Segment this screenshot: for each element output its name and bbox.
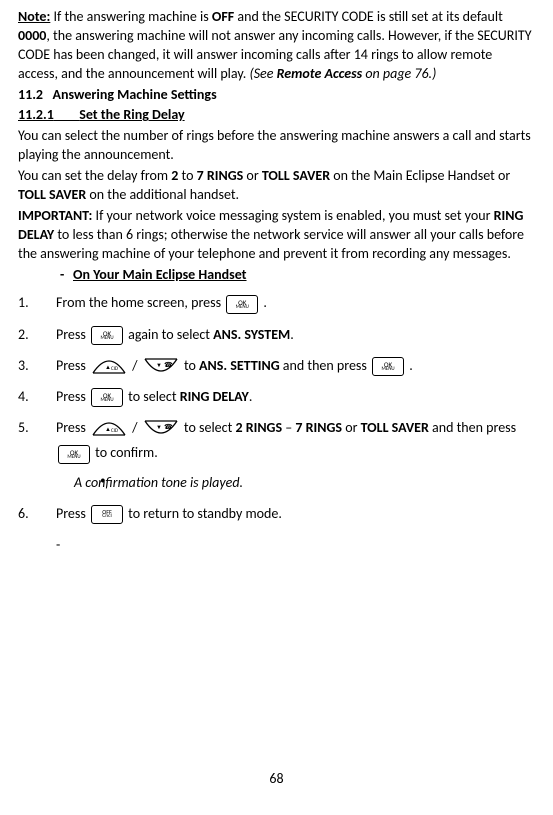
step-num: 3.: [18, 353, 29, 378]
step-4: 4. Press to select RING DELAY.: [18, 384, 535, 409]
up-arc-key-icon: ▲CID: [91, 358, 127, 375]
note-paragraph: Note: If the answering machine is OFF an…: [18, 8, 535, 84]
svg-text:☎: ☎: [164, 422, 173, 431]
ok-menu-key-icon: [91, 326, 123, 345]
down-arc-key-icon: ▼☎: [143, 358, 179, 375]
step-num: 4.: [18, 384, 29, 409]
svg-text:▼: ▼: [156, 361, 162, 369]
trailing-dash: -: [56, 536, 60, 553]
heading-title: Set the Ring Delay: [79, 106, 184, 123]
heading-title: Answering Machine Settings: [53, 86, 217, 103]
heading-num: 11.2: [18, 86, 43, 103]
text: and the SECURITY CODE is still set at it…: [234, 8, 503, 25]
down-arc-key-icon: ▼☎: [143, 420, 179, 437]
off-text: OFF: [212, 8, 234, 25]
step-1: 1. From the home screen, press .: [18, 290, 535, 315]
step-num: 5.: [18, 415, 29, 440]
step-6: 6. Press to return to standby mode. -: [18, 501, 535, 557]
heading-11-2: 11.2 Answering Machine Settings: [18, 86, 535, 105]
intro-para-2: You can set the delay from 2 to 7 RINGS …: [18, 167, 535, 205]
step-5: 5. Press ▲CID / ▼☎ to select 2 RINGS – 7…: [18, 415, 535, 495]
up-arc-key-icon: ▲CID: [91, 420, 127, 437]
note-label: Note:: [18, 8, 50, 25]
step-num: 6.: [18, 501, 29, 526]
text: If the answering machine is: [50, 8, 212, 25]
step-num: 1.: [18, 290, 29, 315]
svg-text:▼: ▼: [156, 423, 162, 431]
ok-menu-key-icon: [372, 357, 404, 376]
important-para: IMPORTANT: If your network voice messagi…: [18, 207, 535, 264]
step-2: 2. Press again to select ANS. SYSTEM.: [18, 322, 535, 347]
off-cancel-key-icon: [91, 505, 123, 524]
ok-menu-key-icon: [226, 295, 258, 314]
heading-num: 11.2.1: [18, 106, 54, 123]
svg-text:CID: CID: [111, 428, 118, 434]
ok-menu-key-icon: [91, 388, 123, 407]
confirmation-note: A confirmation tone is played.: [56, 470, 535, 495]
step-3: 3. Press ▲CID / ▼☎ to ANS. SETTING and t…: [18, 353, 535, 378]
cid-label: CID: [111, 366, 118, 372]
heading-11-2-1: 11.2.1 Set the Ring Delay: [18, 106, 535, 125]
step-num: 2.: [18, 322, 29, 347]
ok-menu-key-icon: [58, 445, 90, 464]
see-ref: (See Remote Access on page 76.): [249, 65, 436, 82]
svg-text:☎: ☎: [164, 360, 173, 369]
sub-heading-handset: On Your Main Eclipse Handset: [73, 266, 535, 285]
code-text: 0000: [18, 27, 46, 44]
page-number: 68: [0, 770, 553, 789]
important-label: IMPORTANT:: [18, 207, 92, 224]
intro-para-1: You can select the number of rings befor…: [18, 127, 535, 165]
